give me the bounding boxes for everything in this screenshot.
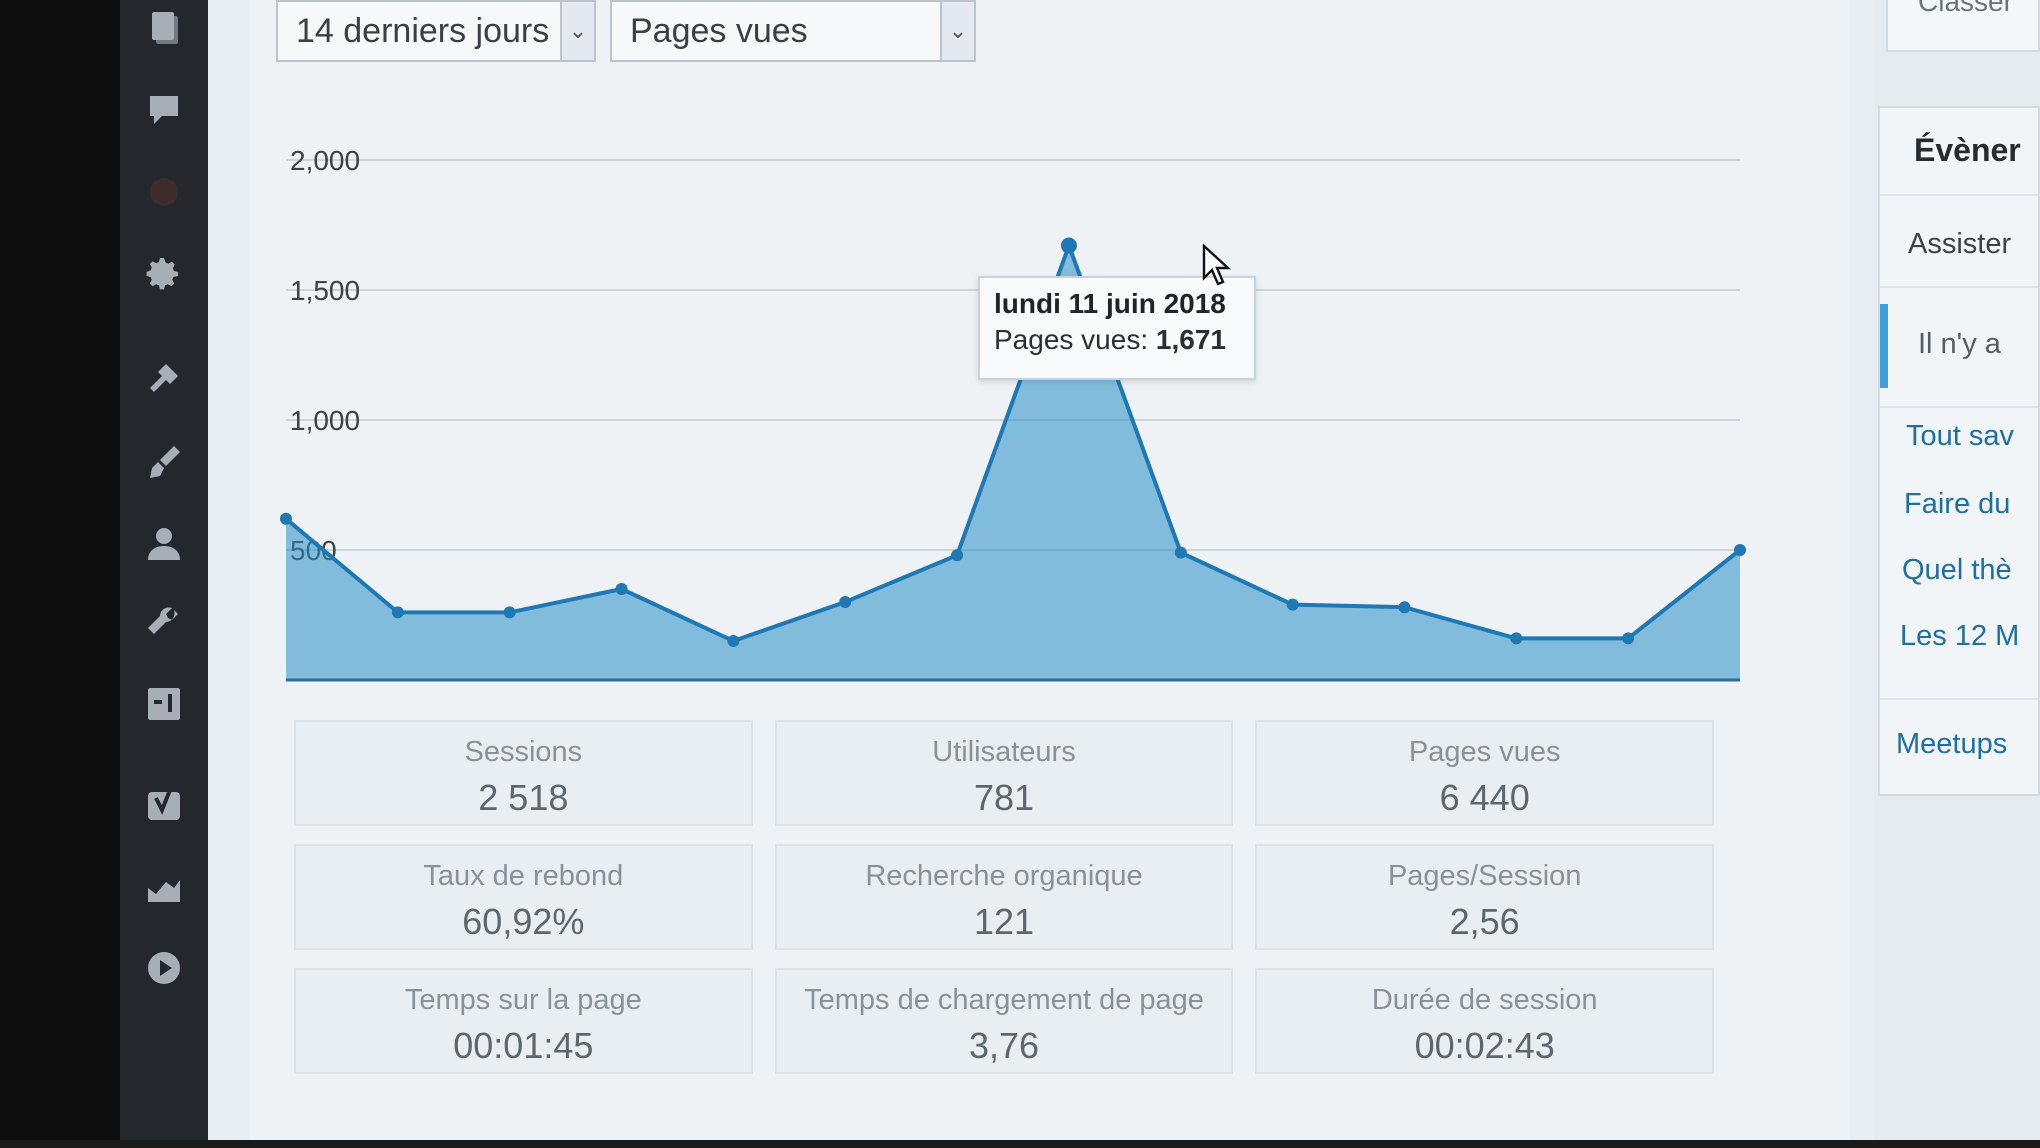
- data-point[interactable]: [1398, 601, 1411, 614]
- notice-text: Il n'y a: [1918, 328, 2001, 360]
- metric-time-on-page: Temps sur la page 00:01:45: [294, 968, 753, 1074]
- chevron-down-icon[interactable]: ⌄: [560, 2, 594, 60]
- metric-label: Utilisateurs: [932, 736, 1076, 768]
- settings-icon[interactable]: [142, 252, 186, 296]
- metrics-row: Temps sur la page 00:01:45 Temps de char…: [294, 968, 1715, 1074]
- import-icon[interactable]: [142, 682, 186, 726]
- events-notice: Il n'y a: [1880, 304, 2038, 388]
- metric-session-duration: Durée de session 00:02:43: [1255, 968, 1715, 1074]
- data-point[interactable]: [391, 606, 404, 619]
- brush-icon[interactable]: [142, 440, 186, 484]
- metric-value: 2 518: [478, 777, 569, 818]
- news-link[interactable]: Les 12 M: [1900, 620, 2020, 652]
- data-point[interactable]: [951, 549, 964, 562]
- data-point[interactable]: [280, 512, 292, 525]
- divider: [1880, 698, 2038, 700]
- metric-page-load-time: Temps de chargement de page 3,76: [774, 968, 1234, 1074]
- metric-value: 2,56: [1449, 901, 1520, 942]
- sort-button[interactable]: Classer: [1886, 0, 2040, 52]
- plugin-icon[interactable]: [142, 170, 186, 214]
- tooltip-line: Pages vues: 1,671: [994, 324, 1240, 356]
- metric-users: Utilisateurs 781: [774, 720, 1234, 826]
- data-point[interactable]: [1734, 544, 1746, 556]
- data-point[interactable]: [503, 606, 516, 619]
- divider: [1880, 194, 2038, 196]
- metric-label: Pages vues: [1408, 736, 1561, 768]
- data-point[interactable]: [1174, 546, 1187, 559]
- metric-select[interactable]: Pages vues ⌄: [610, 0, 976, 62]
- news-link[interactable]: Quel thè: [1902, 554, 2012, 586]
- data-point[interactable]: [1622, 632, 1635, 645]
- pin-icon[interactable]: [142, 356, 186, 400]
- events-title: Évèner: [1914, 132, 2021, 168]
- metric-value: 3,76: [968, 1025, 1040, 1066]
- events-widget: Évèner Assister Il n'y a Tout sav Faire …: [1878, 106, 2040, 796]
- metric-label: Durée de session: [1371, 984, 1598, 1016]
- metric-value: 6 440: [1439, 777, 1530, 818]
- metric-label: Pages/Session: [1387, 860, 1582, 892]
- analytics-icon[interactable]: [142, 866, 186, 910]
- events-subtitle: Assister: [1908, 228, 2012, 260]
- y-tick-label: 2,000: [290, 145, 360, 176]
- sort-button-label: Classer: [1918, 0, 2013, 17]
- series-area: [286, 245, 1740, 681]
- metric-pageviews: Pages vues 6 440: [1255, 720, 1715, 826]
- monitor-bezel: [0, 1140, 2040, 1148]
- metric-sessions: Sessions 2 518: [294, 720, 753, 826]
- comments-icon[interactable]: [142, 88, 186, 132]
- metric-value: 60,92%: [462, 901, 585, 942]
- y-tick-label: 1,500: [290, 275, 360, 306]
- metrics-grid: Sessions 2 518 Utilisateurs 781 Pages vu…: [294, 720, 1715, 1092]
- metric-label: Taux de rebond: [423, 860, 624, 892]
- play-icon[interactable]: [142, 946, 186, 990]
- divider: [1880, 286, 2038, 288]
- metrics-row: Sessions 2 518 Utilisateurs 781 Pages vu…: [294, 720, 1715, 826]
- metric-label: Recherche organique: [865, 860, 1143, 892]
- chart-tooltip: lundi 11 juin 2018 Pages vues: 1,671: [978, 276, 1256, 380]
- data-point[interactable]: [615, 583, 628, 595]
- pages-icon[interactable]: [142, 6, 186, 50]
- data-point[interactable]: [1510, 632, 1523, 645]
- screen: 14 derniers jours ⌄ Pages vues ⌄ 2,000 1,…: [120, 0, 2040, 1148]
- divider: [1880, 406, 2038, 408]
- metric-label: Temps de chargement de page: [804, 984, 1204, 1016]
- y-tick-label: 1,000: [290, 405, 360, 436]
- period-select[interactable]: 14 derniers jours ⌄: [276, 0, 596, 62]
- tooltip-value: 1,671: [1155, 324, 1226, 355]
- metric-value: 00:02:43: [1414, 1025, 1555, 1066]
- metric-label: Sessions: [464, 736, 583, 768]
- yoast-icon[interactable]: [142, 782, 186, 826]
- metric-organic-search: Recherche organique 121: [774, 844, 1234, 950]
- metric-value: 781: [973, 777, 1035, 818]
- metric-bounce-rate: Taux de rebond 60,92%: [294, 844, 753, 950]
- data-point[interactable]: [839, 596, 852, 608]
- chevron-down-icon[interactable]: ⌄: [940, 2, 974, 60]
- news-link[interactable]: Faire du: [1904, 488, 2011, 520]
- analytics-widget: 14 derniers jours ⌄ Pages vues ⌄ 2,000 1,…: [250, 0, 1850, 1148]
- data-point[interactable]: [1060, 237, 1077, 254]
- data-point[interactable]: [1286, 598, 1299, 611]
- tooltip-label: Pages vues:: [994, 324, 1149, 355]
- metric-label: Temps sur la page: [404, 984, 642, 1016]
- users-icon[interactable]: [142, 522, 186, 566]
- mouse-cursor-icon: [1202, 244, 1232, 286]
- metrics-row: Taux de rebond 60,92% Recherche organiqu…: [294, 844, 1715, 950]
- news-link[interactable]: Tout sav: [1906, 420, 2014, 452]
- tooltip-date: lundi 11 juin 2018: [994, 288, 1226, 319]
- period-select-value: 14 derniers jours: [296, 11, 550, 50]
- metric-value: 121: [973, 901, 1035, 942]
- metric-select-value: Pages vues: [630, 11, 808, 50]
- admin-sidebar: [120, 0, 208, 1148]
- tools-icon[interactable]: [142, 604, 186, 648]
- right-panel: Classer Évèner Assister Il n'y a Tout sa…: [1874, 0, 2040, 1148]
- meetups-link[interactable]: Meetups: [1896, 728, 2008, 760]
- metric-value: 00:01:45: [453, 1025, 594, 1066]
- data-point[interactable]: [727, 635, 740, 647]
- series-line: [284, 239, 1742, 644]
- metric-pages-per-session: Pages/Session 2,56: [1255, 844, 1715, 950]
